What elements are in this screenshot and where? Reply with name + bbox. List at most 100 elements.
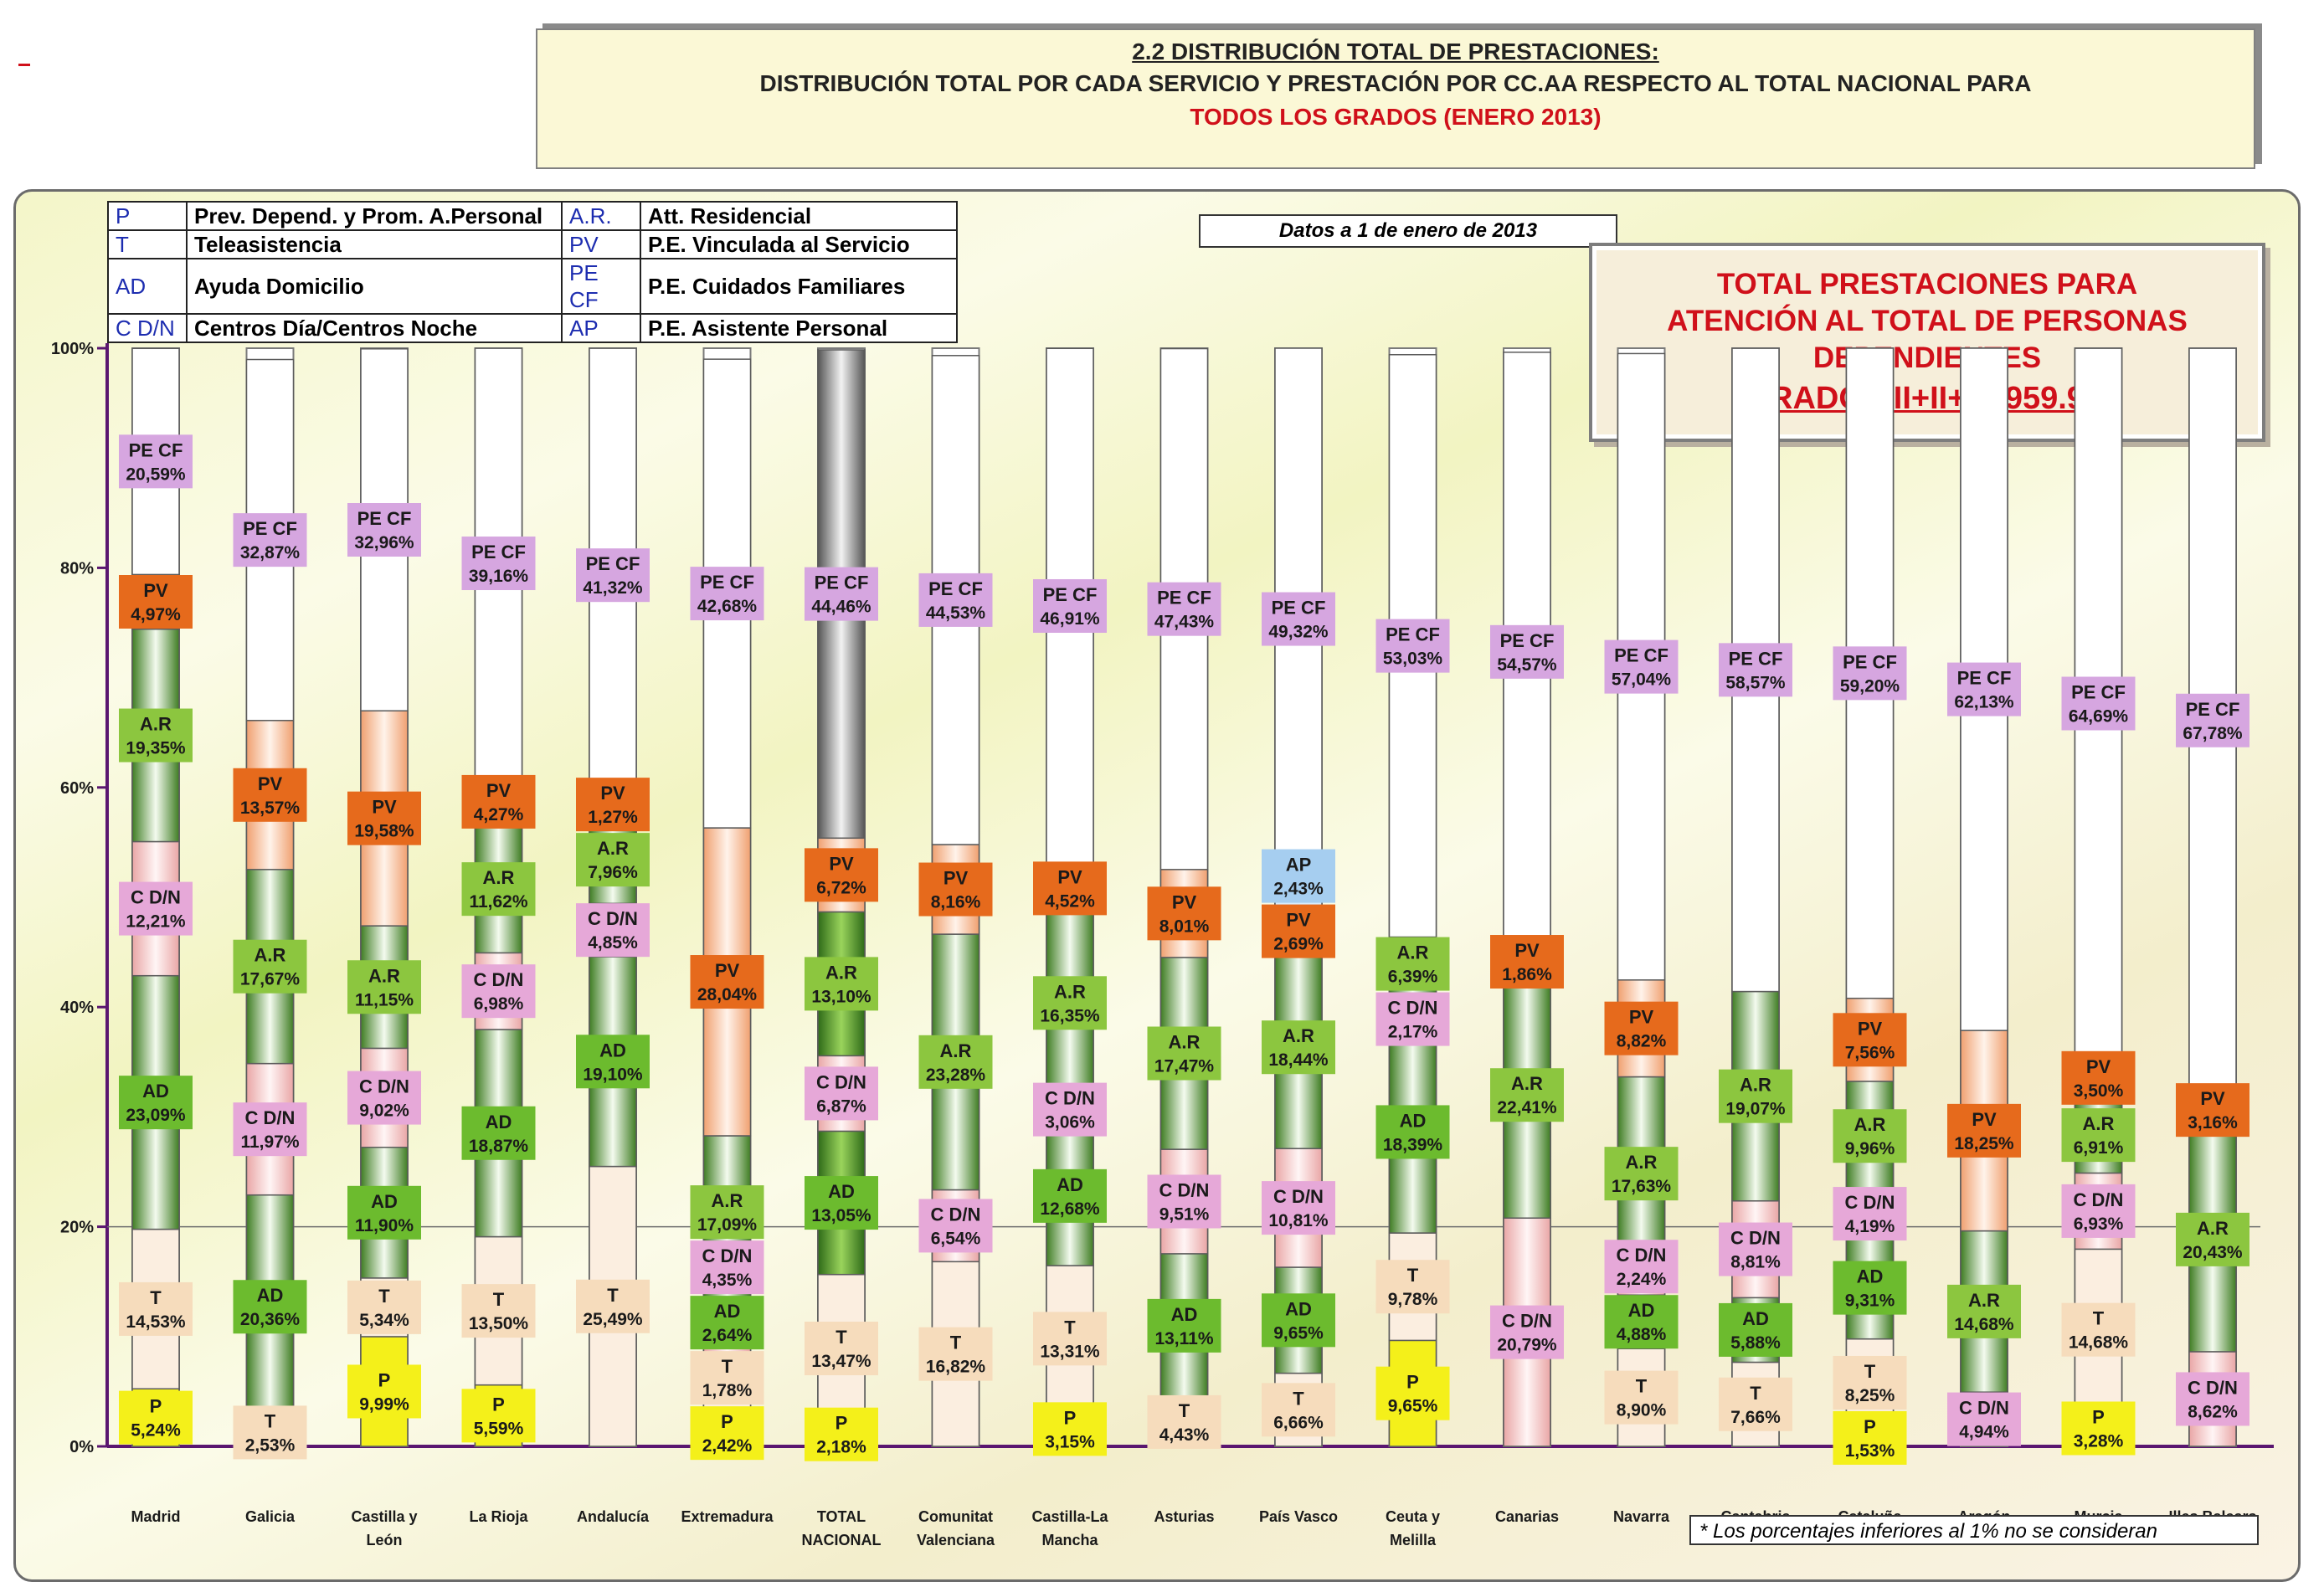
segment-label-box	[805, 1322, 878, 1376]
segment-code-label: C D/N	[1388, 998, 1438, 1019]
segment-value-label: 62,13%	[1954, 693, 2014, 712]
segment-value-label: 19,07%	[1725, 1100, 1786, 1119]
segment-value-label: 44,46%	[811, 598, 872, 617]
segment-label-box	[1375, 1366, 1450, 1420]
segment-value-label: 41,32%	[583, 578, 643, 598]
segment-value-label: 13,57%	[240, 799, 301, 818]
x-category-label: Valenciana	[917, 1532, 995, 1548]
segment-code-label: C D/N	[1959, 1398, 2009, 1419]
segment-code-label: C D/N	[2074, 1189, 2124, 1210]
segment-label-box	[918, 1199, 993, 1253]
segment-value-label: 59,20%	[1840, 676, 1900, 696]
segment-code-label: PE CF	[1957, 668, 2012, 689]
segment-value-label: 1,27%	[588, 808, 638, 827]
bar-madrid	[119, 347, 193, 1447]
segment-value-label: 20,59%	[126, 465, 186, 484]
segment-value-label: 12,21%	[126, 912, 186, 932]
segment-value-label: 18,39%	[1383, 1135, 1443, 1154]
segment-code-label: PE CF	[1157, 588, 1211, 609]
segment-value-label: 11,90%	[355, 1216, 414, 1235]
segment-value-label: 8,81%	[1730, 1253, 1781, 1272]
y-tick-label: 80%	[60, 559, 94, 578]
bar-canarias	[1490, 347, 1564, 1447]
segment-code-label: PE CF	[1614, 645, 1668, 666]
segment-label-box	[805, 1176, 878, 1230]
segment-value-label: 23,28%	[926, 1066, 986, 1085]
x-category-label: NACIONAL	[802, 1532, 882, 1548]
segment-label-box	[918, 1327, 993, 1381]
legend-table: P Prev. Depend. y Prom. A.Personal A.R. …	[107, 201, 958, 343]
segment-value-label: 6,54%	[931, 1229, 981, 1248]
segment-code-label: PV	[1858, 1018, 1883, 1039]
header-title: 2.2 DISTRIBUCIÓN TOTAL DE PRESTACIONES:	[1132, 39, 1659, 64]
segment-code-label: C D/N	[1159, 1179, 1210, 1200]
bar-asturias	[1147, 347, 1221, 1449]
segment-label-box	[1147, 886, 1221, 941]
segment-code-label: C D/N	[1730, 1228, 1781, 1249]
segment-value-label: 19,35%	[126, 739, 186, 758]
segment-value-label: 6,72%	[816, 878, 866, 897]
segment-value-label: 5,34%	[359, 1311, 409, 1330]
total-prestaciones-box: TOTAL PRESTACIONES PARA ATENCIÓN AL TOTA…	[1589, 243, 2265, 442]
y-tick-label: 40%	[60, 999, 94, 1017]
legend-code: AD	[107, 258, 188, 315]
segment-code-label: PE CF	[243, 518, 297, 539]
segment-label-box	[576, 1279, 650, 1333]
segment-code-label: PV	[1057, 866, 1082, 887]
total-box-total: (GRADOS II+II+I): 959.903	[1734, 381, 2121, 416]
segment-label-box	[1262, 592, 1335, 646]
segment-code-label: AD	[599, 1040, 626, 1060]
segment-label-box	[119, 1281, 193, 1336]
segment-code-label: PE CF	[2071, 681, 2126, 702]
segment-label-box	[347, 1364, 421, 1419]
segment-value-label: 44,53%	[926, 603, 986, 623]
x-category-label: Castilla y	[351, 1508, 417, 1525]
segment-label-box	[1719, 1377, 1792, 1431]
x-category-label: Mancha	[1041, 1532, 1098, 1548]
segment-label-box	[576, 903, 650, 958]
segment-label-box	[119, 881, 193, 936]
segment-value-label: 11,15%	[355, 990, 414, 1009]
segment-label-box	[461, 964, 536, 1019]
segment-value-label: 6,87%	[816, 1096, 866, 1116]
segment-label-box	[1033, 861, 1107, 916]
segment-code-label: C D/N	[1617, 1245, 1667, 1266]
segment-code-label: PE CF	[586, 553, 640, 574]
segment-label-box	[576, 1035, 650, 1089]
bar-andaluc-a	[576, 347, 650, 1447]
segment-code-label: PE CF	[1043, 584, 1098, 605]
segment-value-label: 5,59%	[474, 1419, 524, 1438]
segment-value-label: 3,28%	[2074, 1431, 2124, 1451]
segment-label-box	[347, 1071, 421, 1125]
segment-code-label: P	[1064, 1407, 1077, 1428]
segment-code-label: PV	[600, 783, 625, 804]
segment-value-label: 58,57%	[1725, 673, 1786, 692]
segment-value-label: 4,88%	[1617, 1325, 1667, 1344]
segment-label-box	[233, 768, 307, 822]
segment-value-label: 17,09%	[697, 1215, 758, 1235]
segment-label-box	[461, 537, 536, 591]
segment-code-label: P	[378, 1369, 391, 1390]
y-tick-label: 60%	[60, 779, 94, 798]
red-dash-mark	[18, 64, 30, 66]
segment-value-label: 4,85%	[588, 933, 638, 953]
segment-code-label: PV	[143, 580, 168, 601]
segment-label-box	[1147, 1026, 1221, 1081]
segment-code-label: C D/N	[816, 1071, 866, 1092]
segment-label-box	[461, 1389, 536, 1443]
segment-label-box	[233, 513, 307, 567]
segment-code-label: A.R	[368, 965, 400, 986]
x-category-label: País Vasco	[1259, 1508, 1338, 1525]
segment-label-box	[1147, 582, 1221, 636]
legend-desc: P.E. Asistente Personal	[640, 313, 958, 343]
segment-value-label: 17,67%	[240, 970, 301, 989]
segment-code-label: A.R	[1054, 981, 1086, 1002]
segment-label-box	[1947, 662, 2021, 716]
segment-value-label: 8,16%	[931, 893, 981, 912]
segment-label-box	[1833, 1109, 1907, 1163]
segment-label-box	[1719, 1069, 1792, 1123]
segment-code-label: A.R	[1397, 942, 1429, 963]
segment-label-box	[1604, 1147, 1679, 1201]
segment-value-label: 3,50%	[2074, 1081, 2124, 1101]
